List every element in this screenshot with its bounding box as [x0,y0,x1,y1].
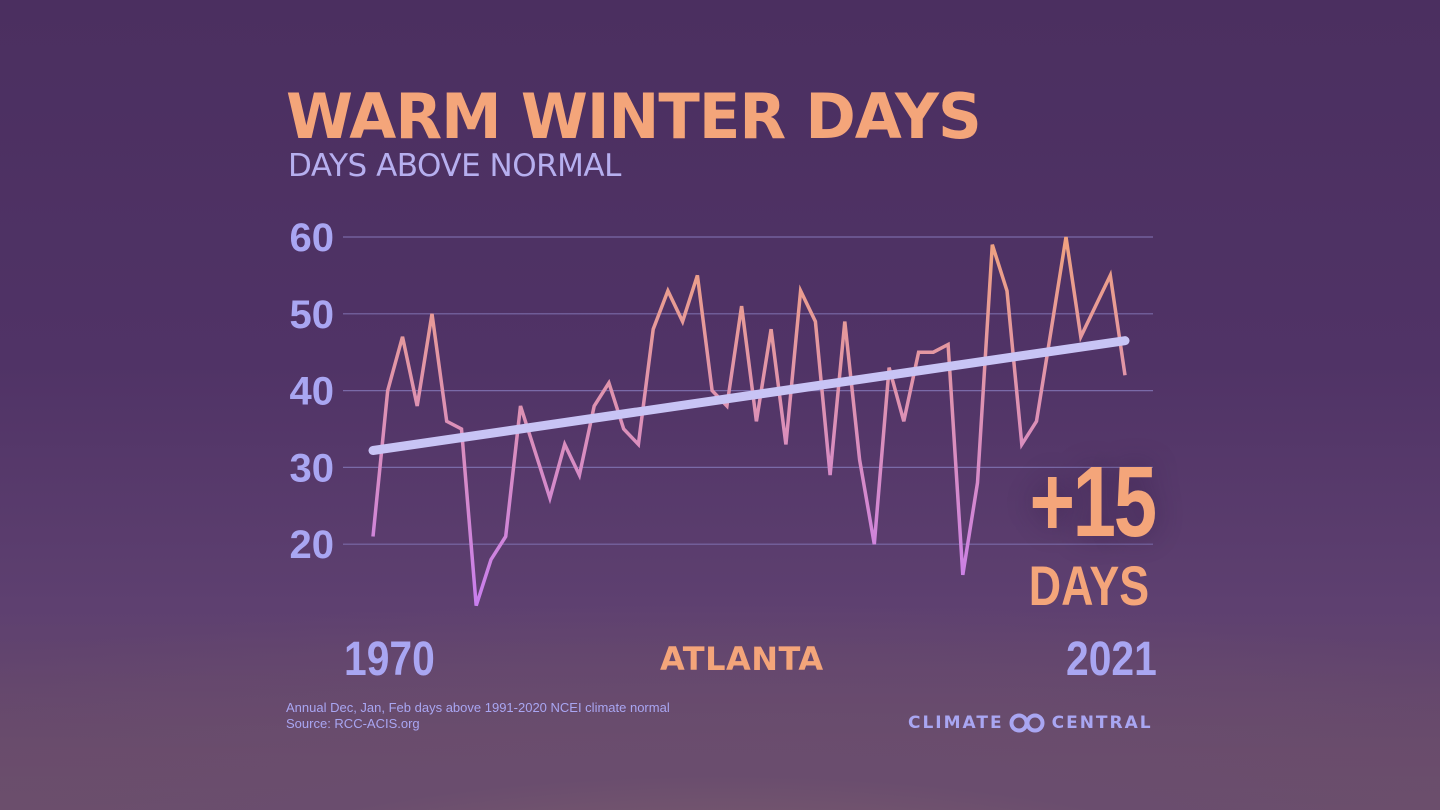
y-tick-label: 20 [290,523,335,567]
change-unit: DAYS [1028,554,1150,617]
y-tick-label: 40 [290,370,335,414]
y-tick-label: 50 [290,293,335,337]
logo-text-right: CENTRAL [1051,713,1153,733]
trend-line [368,336,1130,456]
change-value: +15 [1029,446,1157,558]
logo-text-left: CLIMATE [908,713,1004,733]
y-tick-label: 30 [290,446,335,490]
y-axis-ticks: 20 30 40 50 60 [290,216,335,567]
footnote-description: Annual Dec, Jan, Feb days above 1991-202… [286,700,670,715]
city-label: ATLANTA [660,640,824,678]
plot-area [368,236,1130,607]
days-above-normal-line [371,236,1127,607]
footnote: Annual Dec, Jan, Feb days above 1991-202… [286,700,670,732]
chart-title: WARM WINTER DAYS [286,80,982,153]
y-tick-label: 60 [290,216,335,260]
linked-rings-icon [1009,713,1045,733]
x-axis-start-label: 1970 [344,633,435,686]
climate-central-logo: CLIMATE CENTRAL [908,710,1153,736]
x-axis-end-label: 2021 [1066,633,1157,686]
footnote-source: Source: RCC-ACIS.org [286,716,420,731]
chart-subtitle: DAYS ABOVE NORMAL [288,148,621,184]
